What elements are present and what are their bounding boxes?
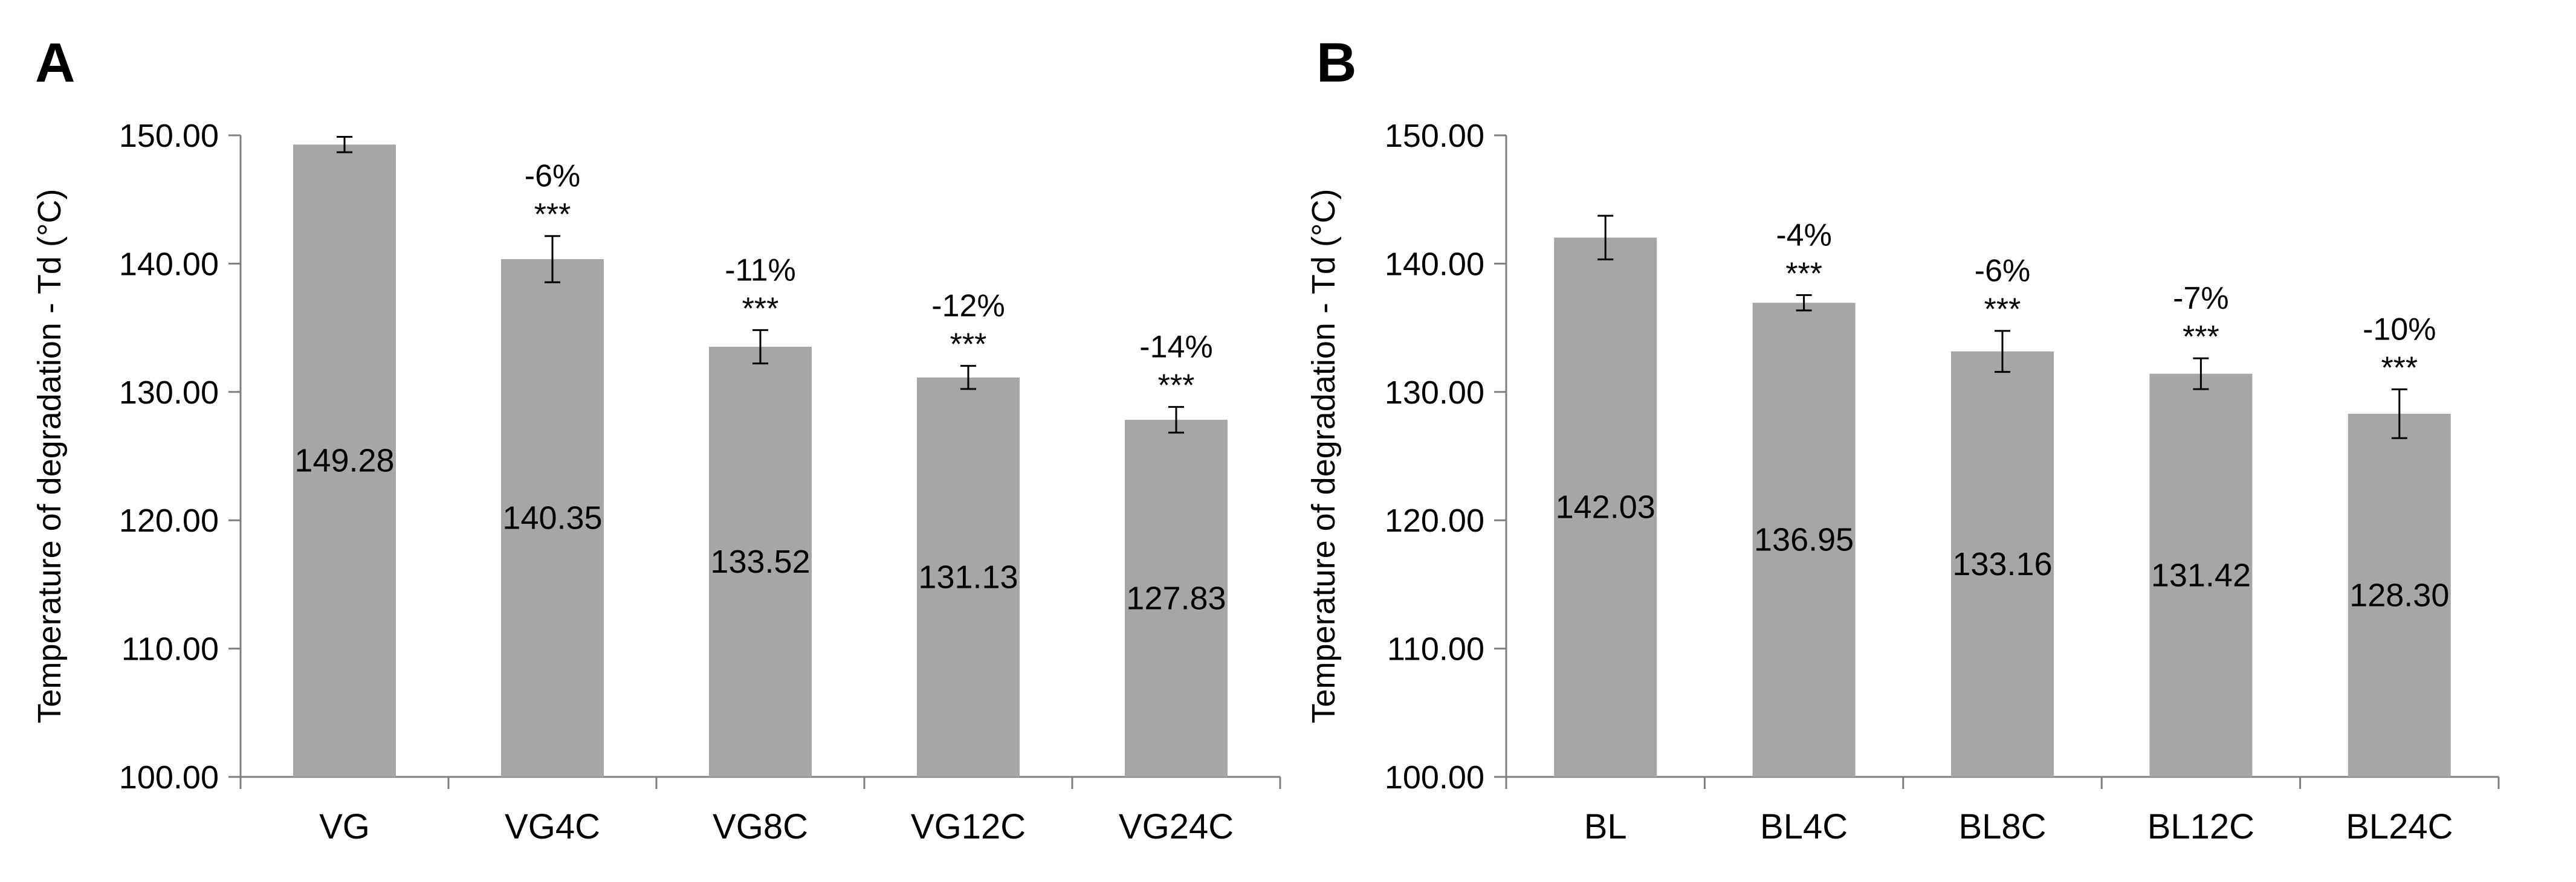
panel-b-percent-label: -4% [1776,217,1831,253]
panel-a-percent-label: -6% [525,159,580,194]
panel-a-category-label: VG4C [505,807,600,846]
panel-b-y-tick-label: 120.00 [1385,503,1484,539]
panel-a-value-label: 127.83 [1126,580,1226,616]
panel-b-value-label: 128.30 [2349,577,2449,613]
panel-b-bar [1951,351,2054,777]
panel-b-value-label: 136.95 [1754,522,1854,558]
panel-b-y-tick-label: 110.00 [1387,631,1484,668]
panel-b-y-tick-label: 140.00 [1385,246,1484,282]
panel-b-value-label: 131.42 [2151,557,2251,593]
panel-a-y-tick-label: 110.00 [121,631,219,668]
panel-a-significance-label: *** [534,198,571,233]
panel-a-value-label: 131.13 [918,559,1018,595]
panel-a-percent-label: -11% [725,253,796,288]
panel-b-y-tick-label: 100.00 [1385,759,1484,796]
panel-a-bar [501,259,604,777]
panel-a-significance-label: *** [742,291,779,326]
panel-a-y-tick-label: 130.00 [119,375,219,411]
panel-a-percent-label: -14% [1139,330,1212,365]
panel-b-y-tick-label: 130.00 [1385,375,1484,411]
panel-a-category-label: VG [319,807,370,846]
panel-a-bar [293,144,396,777]
panel-b-category-label: BL12C [2147,807,2254,846]
panel-b-chart: B 100.00 110.00 120.00 130.00 140.00 150.00 Te… [1306,32,2500,846]
panel-a-category-label: VG24C [1119,807,1234,846]
panel-a-bar [917,377,1020,777]
panel-b-bar [2348,413,2451,777]
panel-b-significance-label: *** [1984,292,2021,327]
panel-a-bar [709,347,812,777]
panel-b-category-label: BL [1584,807,1627,846]
panel-b-significance-label: *** [1785,256,1822,291]
panel-a-y-tick-label: 120.00 [119,503,219,539]
panel-b-percent-label: -6% [1975,254,2030,289]
panel-b-y-tick-label: 150.00 [1385,118,1484,154]
panel-a-value-label: 149.28 [294,443,394,479]
panel-b-significance-label: *** [2381,351,2418,386]
panel-a-letter: A [35,32,75,94]
panel-b-letter: B [1316,32,1356,94]
panel-b-bar [1554,237,1657,777]
panel-b-category-label: BL4C [1760,807,1848,846]
panel-a-y-tick-label: 140.00 [119,246,219,282]
panel-a-chart: A 100.00 110.00 120.00 130.00 140.00 150.00 Te… [31,32,1281,846]
panel-b-bar [2149,373,2253,777]
panel-b-y-axis-title: Temperature of degradation - Td (°C) [1306,188,1342,723]
panel-a-y-tick-label: 150.00 [119,118,219,154]
panel-b-percent-label: -7% [2173,281,2228,316]
panel-a-value-label: 133.52 [710,544,810,580]
panel-a-y-tick-label: 100.00 [119,759,219,796]
panel-b-category-label: BL8C [1958,807,2046,846]
panel-b-category-label: BL24C [2346,807,2453,846]
panel-a-significance-label: *** [1158,369,1195,404]
panel-b-value-label: 142.03 [1556,489,1655,526]
panel-b-significance-label: *** [2183,320,2219,355]
panel-a-significance-label: *** [950,327,987,362]
panel-a-y-axis-title: Temperature of degradation - Td (°C) [31,188,68,723]
panel-a-category-label: VG12C [911,807,1026,846]
panel-a-percent-label: -12% [931,289,1005,324]
panel-b-value-label: 133.16 [1952,546,2052,582]
panel-a-category-label: VG8C [713,807,808,846]
panel-a-bar [1125,419,1228,777]
panel-b-percent-label: -10% [2363,312,2436,347]
panel-a-value-label: 140.35 [502,500,602,536]
panel-b-bar [1752,303,1856,777]
